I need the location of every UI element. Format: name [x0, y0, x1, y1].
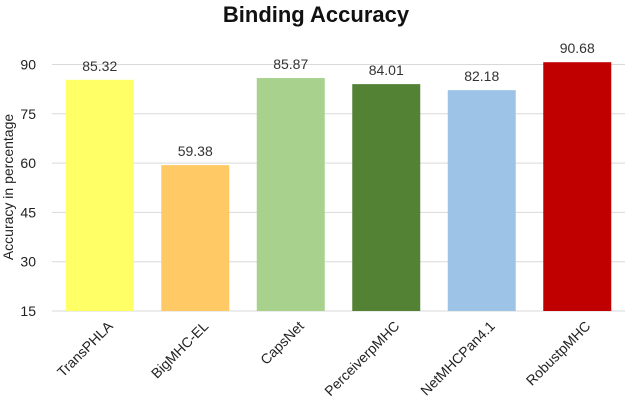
bars	[65, 62, 612, 312]
y-tick-label-60: 60	[20, 155, 36, 171]
y-tick-label-90: 90	[20, 56, 36, 72]
x-category-label-netmhcpan4-1: NetMHCPan4.1	[417, 318, 498, 399]
x-category-label-bigmhc-el: BigMHC-EL	[148, 318, 212, 382]
x-category-label-capsnet: CapsNet	[257, 318, 307, 368]
bar-netmhcpan4-1	[447, 90, 516, 311]
data-label-bigmhc-el: 59.38	[178, 143, 213, 159]
data-label-perceiverpmhc: 84.01	[369, 62, 404, 78]
x-category-label-transphla: TransPHLA	[54, 317, 117, 380]
x-category-label-perceiverpmhc: PerceiverpMHC	[321, 318, 402, 399]
y-tick-label-15: 15	[20, 303, 36, 319]
chart-title: Binding Accuracy	[223, 2, 410, 27]
y-tick-label-75: 75	[20, 106, 36, 122]
data-label-capsnet: 85.87	[273, 56, 308, 72]
data-label-transphla: 85.32	[82, 58, 117, 74]
y-tick-label-45: 45	[20, 204, 36, 220]
y-axis-ticks: 15 30 45 60 75 90	[20, 56, 36, 319]
bar-transphla	[65, 79, 134, 311]
data-label-robustpmhc: 90.68	[560, 40, 595, 56]
bar-capsnet	[256, 78, 325, 311]
x-category-label-robustpmhc: RobustpMHC	[523, 318, 594, 389]
data-labels: 85.32 59.38 85.87 84.01 82.18 90.68	[82, 40, 595, 159]
y-axis-label: Accuracy in percentage	[0, 114, 16, 261]
gridlines	[52, 63, 625, 312]
y-tick-label-30: 30	[20, 254, 36, 270]
x-axis-categories: TransPHLA BigMHC-EL CapsNet PerceiverpMHC Ne…	[54, 317, 594, 399]
data-label-netmhcpan4-1: 82.18	[464, 68, 499, 84]
bar-perceiverpmhc	[352, 84, 421, 311]
bar-bigmhc-el	[161, 165, 230, 311]
bar-robustpmhc	[543, 62, 612, 312]
